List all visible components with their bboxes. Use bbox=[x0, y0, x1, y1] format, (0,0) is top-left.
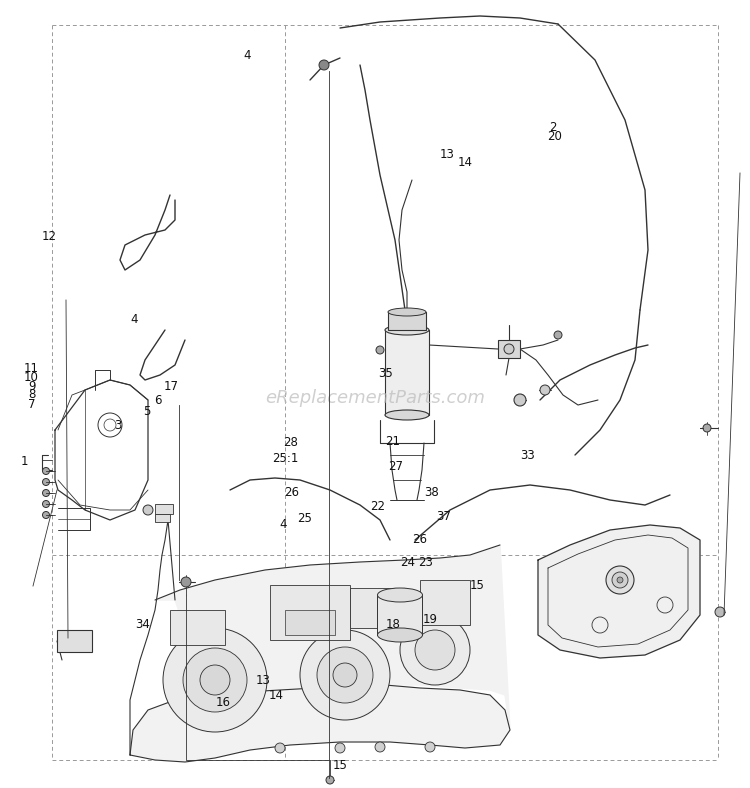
Text: 14: 14 bbox=[458, 156, 472, 169]
Text: 25:1: 25:1 bbox=[272, 452, 298, 465]
Ellipse shape bbox=[388, 308, 426, 316]
Text: 15: 15 bbox=[470, 579, 484, 592]
Circle shape bbox=[617, 577, 623, 583]
Text: 3: 3 bbox=[114, 419, 122, 432]
Bar bbox=[350, 588, 405, 628]
Polygon shape bbox=[155, 545, 510, 730]
Text: eReplacementParts.com: eReplacementParts.com bbox=[265, 389, 485, 407]
Text: 16: 16 bbox=[216, 697, 231, 709]
Circle shape bbox=[333, 663, 357, 687]
Circle shape bbox=[43, 467, 50, 474]
Bar bbox=[285, 610, 335, 635]
Circle shape bbox=[183, 648, 247, 712]
Text: 25: 25 bbox=[297, 512, 312, 525]
Text: 10: 10 bbox=[24, 371, 39, 384]
Circle shape bbox=[43, 478, 50, 485]
Text: 13: 13 bbox=[440, 148, 454, 161]
Circle shape bbox=[143, 505, 153, 515]
Circle shape bbox=[181, 577, 191, 587]
Bar bbox=[498, 340, 520, 358]
Circle shape bbox=[612, 572, 628, 588]
Text: 18: 18 bbox=[386, 618, 400, 630]
Bar bbox=[377, 595, 422, 635]
Text: 20: 20 bbox=[548, 130, 562, 143]
Text: 22: 22 bbox=[370, 500, 385, 513]
Circle shape bbox=[606, 566, 634, 594]
Bar bbox=[388, 312, 426, 330]
Bar bbox=[385, 330, 429, 415]
Text: 11: 11 bbox=[24, 362, 39, 375]
Ellipse shape bbox=[377, 588, 422, 602]
Text: 26: 26 bbox=[412, 533, 427, 546]
Text: 2: 2 bbox=[549, 121, 556, 134]
Polygon shape bbox=[130, 685, 510, 762]
Circle shape bbox=[514, 394, 526, 406]
Text: 5: 5 bbox=[143, 405, 151, 418]
Text: 13: 13 bbox=[256, 675, 271, 687]
Circle shape bbox=[703, 424, 711, 432]
Text: 4: 4 bbox=[279, 519, 286, 531]
Bar bbox=[155, 504, 173, 514]
Text: 9: 9 bbox=[28, 380, 35, 392]
Text: 38: 38 bbox=[424, 486, 439, 499]
Text: 37: 37 bbox=[436, 510, 451, 522]
Circle shape bbox=[317, 647, 373, 703]
Ellipse shape bbox=[377, 628, 422, 642]
Text: 24: 24 bbox=[400, 556, 415, 569]
Circle shape bbox=[43, 500, 50, 507]
Text: 35: 35 bbox=[378, 367, 393, 380]
Circle shape bbox=[163, 628, 267, 732]
Circle shape bbox=[43, 489, 50, 496]
Text: 15: 15 bbox=[332, 759, 347, 771]
Ellipse shape bbox=[385, 410, 429, 420]
Bar bbox=[420, 580, 470, 625]
Circle shape bbox=[715, 607, 725, 617]
Bar bbox=[270, 585, 350, 640]
Circle shape bbox=[326, 776, 334, 784]
Text: 23: 23 bbox=[418, 556, 433, 569]
Text: 7: 7 bbox=[28, 398, 35, 411]
Circle shape bbox=[425, 742, 435, 752]
Circle shape bbox=[335, 743, 345, 753]
Text: 8: 8 bbox=[28, 388, 35, 401]
Circle shape bbox=[43, 511, 50, 519]
Circle shape bbox=[375, 742, 385, 752]
Circle shape bbox=[319, 60, 329, 70]
Circle shape bbox=[415, 630, 455, 670]
Text: 27: 27 bbox=[388, 460, 403, 473]
Circle shape bbox=[540, 385, 550, 395]
Circle shape bbox=[376, 346, 384, 354]
Polygon shape bbox=[538, 525, 700, 658]
Text: 6: 6 bbox=[154, 394, 161, 407]
Text: 26: 26 bbox=[284, 486, 299, 499]
Bar bbox=[57, 630, 92, 652]
Bar bbox=[155, 514, 170, 522]
Text: 14: 14 bbox=[268, 689, 284, 701]
Bar bbox=[170, 610, 225, 645]
Circle shape bbox=[300, 630, 390, 720]
Text: 33: 33 bbox=[520, 449, 535, 462]
Text: 12: 12 bbox=[42, 230, 57, 243]
Circle shape bbox=[400, 615, 470, 685]
Text: 19: 19 bbox=[422, 613, 437, 626]
Text: 4: 4 bbox=[243, 50, 250, 62]
Circle shape bbox=[275, 743, 285, 753]
Text: 28: 28 bbox=[284, 437, 298, 449]
Text: 4: 4 bbox=[130, 313, 138, 325]
Circle shape bbox=[200, 665, 230, 695]
Circle shape bbox=[554, 331, 562, 339]
Ellipse shape bbox=[385, 325, 429, 335]
Text: 21: 21 bbox=[386, 435, 400, 448]
Text: 1: 1 bbox=[21, 455, 28, 468]
Text: 17: 17 bbox=[164, 380, 178, 392]
Text: 34: 34 bbox=[135, 619, 150, 631]
Circle shape bbox=[504, 344, 514, 354]
